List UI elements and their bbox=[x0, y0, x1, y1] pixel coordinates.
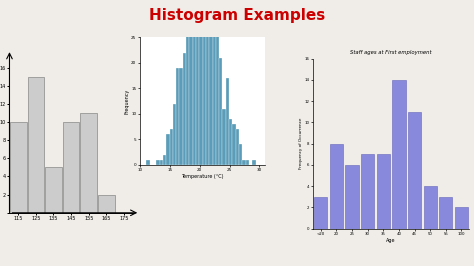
Title: Staff ages at First employment: Staff ages at First employment bbox=[350, 50, 432, 55]
Bar bbox=[361, 154, 374, 229]
Bar bbox=[176, 68, 180, 165]
Bar bbox=[226, 78, 229, 165]
Y-axis label: Frequency of Occurrence: Frequency of Occurrence bbox=[299, 118, 303, 169]
Bar bbox=[376, 154, 390, 229]
Bar bbox=[156, 160, 160, 165]
Bar bbox=[206, 0, 209, 165]
Bar bbox=[146, 160, 150, 165]
Bar bbox=[455, 207, 468, 229]
Bar bbox=[236, 129, 239, 165]
Bar bbox=[219, 58, 222, 165]
Y-axis label: Frequency: Frequency bbox=[125, 89, 130, 114]
Bar bbox=[170, 129, 173, 165]
Bar bbox=[190, 0, 193, 165]
Bar bbox=[242, 160, 246, 165]
Bar bbox=[212, 0, 216, 165]
Bar bbox=[392, 80, 406, 229]
Bar bbox=[439, 197, 453, 229]
Bar bbox=[160, 160, 163, 165]
Bar bbox=[314, 197, 328, 229]
Bar bbox=[163, 155, 166, 165]
Bar bbox=[200, 0, 202, 165]
Bar bbox=[423, 186, 437, 229]
Bar bbox=[173, 104, 176, 165]
Bar bbox=[180, 68, 183, 165]
Bar bbox=[81, 113, 97, 213]
Bar bbox=[252, 160, 255, 165]
Bar bbox=[196, 0, 200, 165]
Bar bbox=[202, 0, 206, 165]
Bar bbox=[183, 53, 186, 165]
Bar bbox=[193, 0, 196, 165]
Bar bbox=[27, 77, 44, 213]
Bar bbox=[216, 0, 219, 165]
Bar bbox=[166, 134, 170, 165]
Bar bbox=[98, 195, 115, 213]
Bar bbox=[10, 122, 27, 213]
Bar bbox=[229, 119, 232, 165]
Bar bbox=[239, 144, 242, 165]
X-axis label: Temperature (°C): Temperature (°C) bbox=[182, 174, 224, 179]
Text: Histogram Examples: Histogram Examples bbox=[149, 8, 325, 23]
Bar bbox=[209, 0, 212, 165]
X-axis label: Age: Age bbox=[386, 238, 396, 243]
Bar bbox=[232, 124, 236, 165]
Bar bbox=[222, 109, 226, 165]
Bar bbox=[345, 165, 359, 229]
Bar bbox=[329, 144, 343, 229]
Bar bbox=[45, 167, 62, 213]
Bar bbox=[63, 122, 80, 213]
Bar bbox=[408, 112, 421, 229]
Bar bbox=[246, 160, 249, 165]
Bar bbox=[186, 0, 190, 165]
